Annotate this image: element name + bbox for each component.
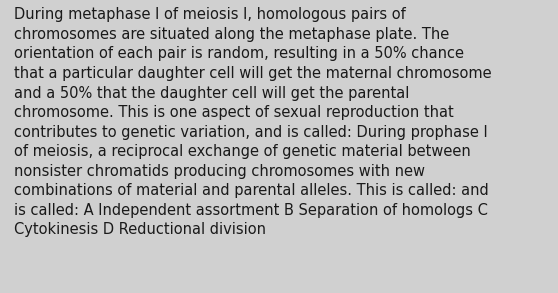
Text: During metaphase I of meiosis I, homologous pairs of
chromosomes are situated al: During metaphase I of meiosis I, homolog… (14, 7, 492, 238)
